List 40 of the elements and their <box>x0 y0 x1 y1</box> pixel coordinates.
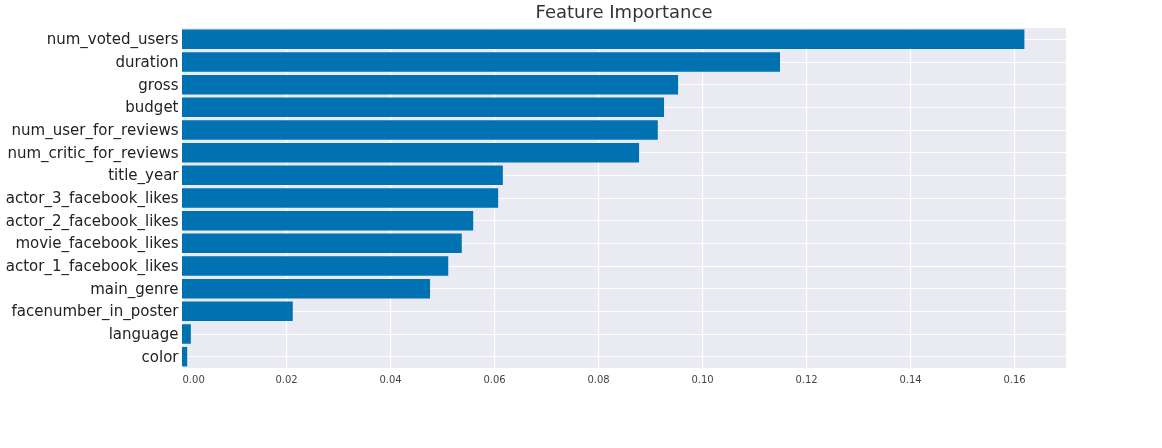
y-tick-label: gross <box>138 75 179 94</box>
y-tick-label: actor_3_facebook_likes <box>5 189 179 208</box>
bar <box>182 165 503 186</box>
y-tick-label: num_voted_users <box>46 30 179 50</box>
chart-title: Feature Importance <box>535 1 713 22</box>
bar <box>182 142 640 163</box>
y-tick-label: num_critic_for_reviews <box>7 143 179 163</box>
bar <box>182 210 474 231</box>
y-tick-label: budget <box>125 98 179 117</box>
y-tick-label: language <box>108 325 179 343</box>
x-tick-label: 0.08 <box>587 373 610 385</box>
bar <box>182 74 679 95</box>
y-tick-label: duration <box>115 53 179 71</box>
bar <box>182 188 499 208</box>
y-tick-label: actor_1_facebook_likes <box>5 257 179 276</box>
y-tick-label: color <box>141 347 180 366</box>
y-tick-label: movie_facebook_likes <box>15 234 179 254</box>
y-tick-label: facenumber_in_poster <box>11 302 180 322</box>
bar <box>182 324 191 344</box>
x-tick-label: 0.02 <box>275 373 298 385</box>
x-tick-label: 0.12 <box>795 373 818 385</box>
x-tick-label: 0.06 <box>483 373 506 385</box>
y-tick-label: num_user_for_reviews <box>11 121 179 140</box>
bar <box>182 278 431 299</box>
bar <box>182 120 658 140</box>
y-tick-label: actor_2_facebook_likes <box>5 211 179 231</box>
bar <box>182 256 449 276</box>
bar <box>182 29 1025 50</box>
x-tick-label: 0.10 <box>691 373 714 385</box>
bar <box>182 52 780 72</box>
x-tick-label: 0.16 <box>1003 373 1026 385</box>
bar <box>182 301 293 322</box>
bar <box>182 346 188 367</box>
bar <box>182 97 665 118</box>
x-tick-label: 0.00 <box>182 373 205 385</box>
bar <box>182 233 462 254</box>
y-tick-label: title_year <box>108 166 180 186</box>
y-tick-label: main_genre <box>90 279 179 299</box>
x-tick-label: 0.14 <box>899 373 922 385</box>
x-tick-label: 0.04 <box>379 373 402 385</box>
